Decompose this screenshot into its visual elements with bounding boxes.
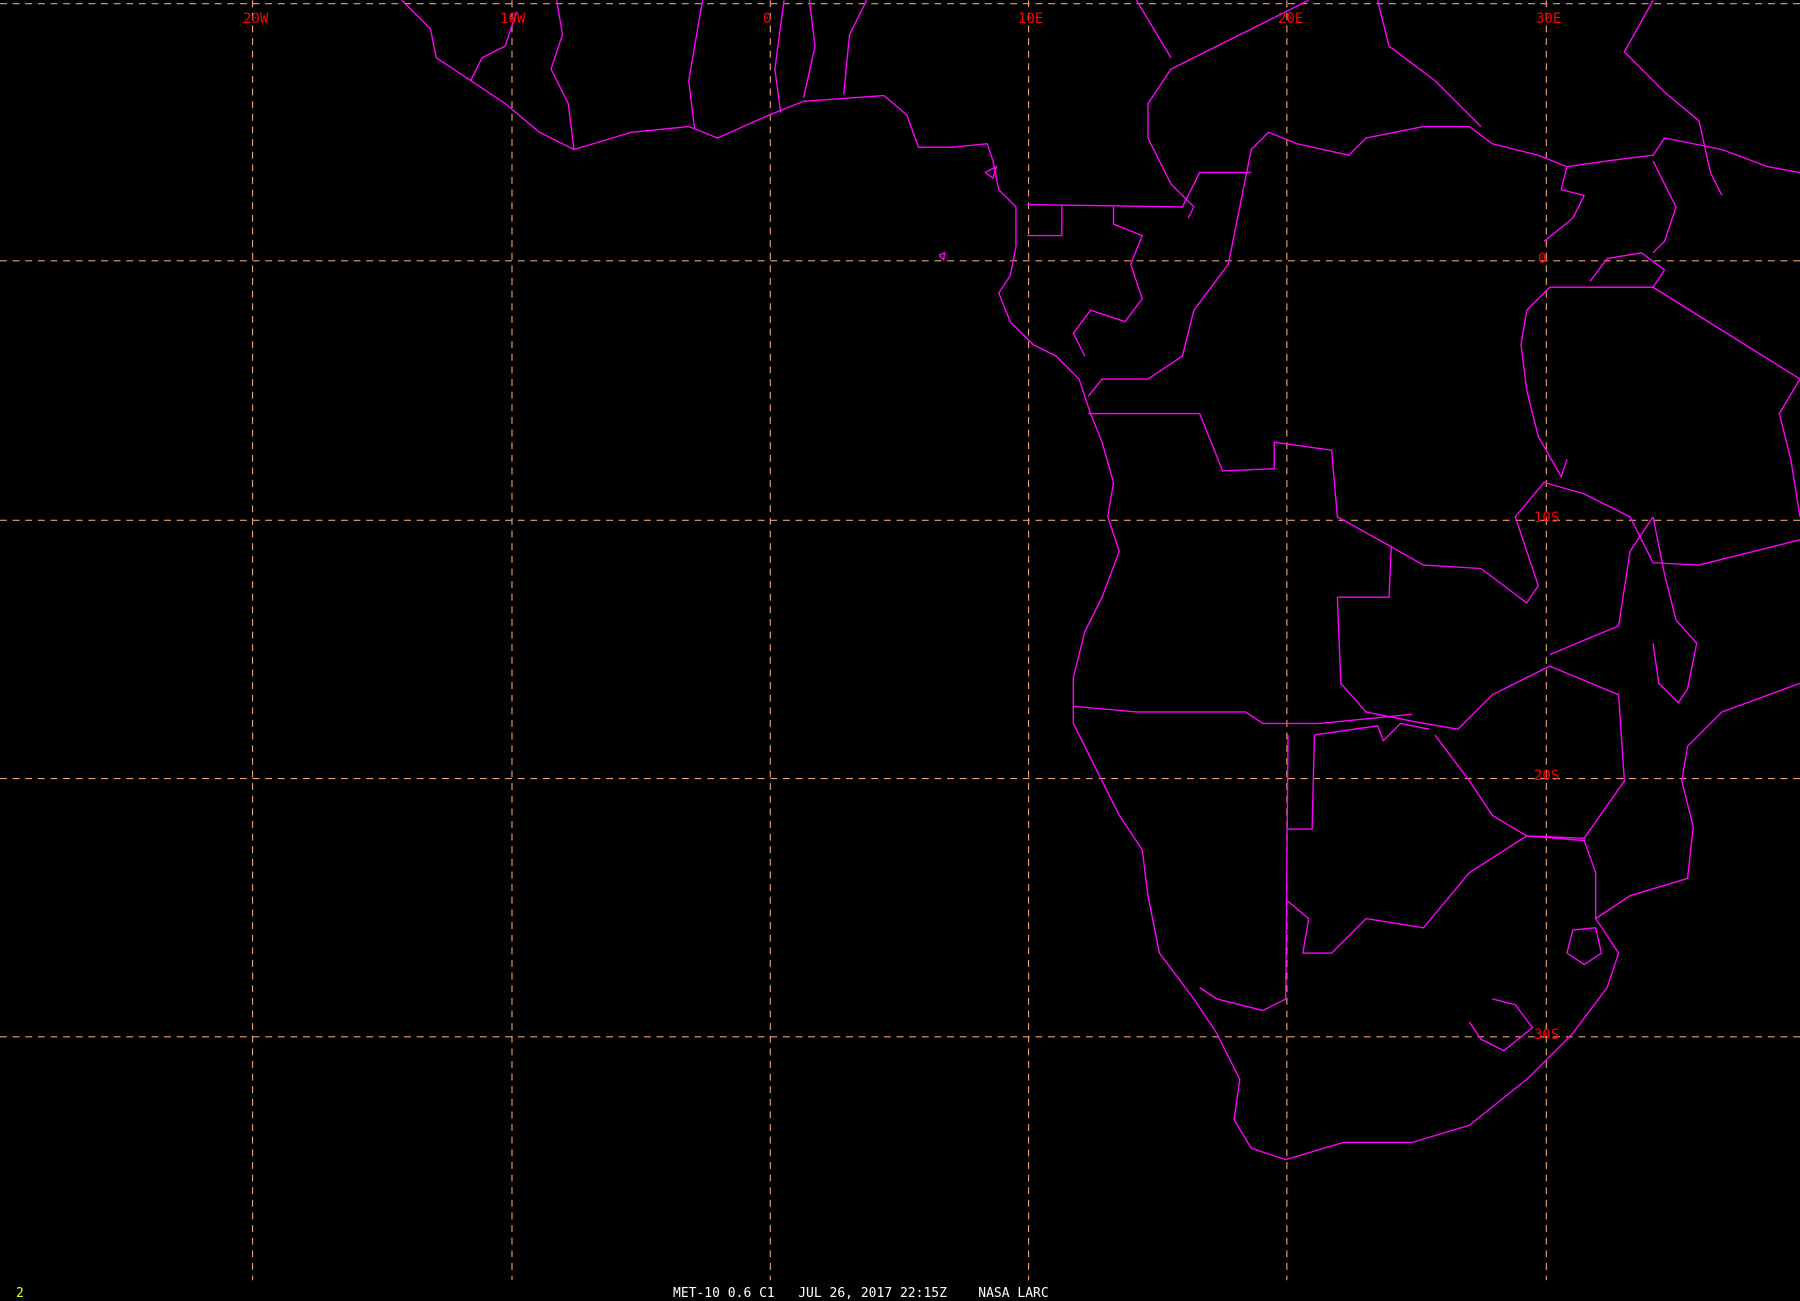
- border: [688, 0, 704, 129]
- border: [1549, 286, 1800, 380]
- border: [1072, 206, 1144, 357]
- border: [1088, 412, 1800, 604]
- lon-label-0: 0: [763, 11, 772, 27]
- border: [1087, 125, 1800, 397]
- lat-label-30s: 30S: [1534, 1027, 1560, 1043]
- border: [1468, 998, 1534, 1052]
- lon-label-20e: 20E: [1278, 11, 1304, 27]
- border: [1199, 734, 1289, 1012]
- border: [1288, 734, 1316, 830]
- border: [470, 11, 518, 81]
- border: [938, 251, 946, 262]
- border: [774, 0, 785, 113]
- lat-label-0: 0: [1538, 251, 1547, 267]
- border: [1652, 516, 1698, 704]
- frame-number: 2: [16, 1286, 24, 1301]
- border: [843, 0, 868, 95]
- border: [1027, 204, 1063, 237]
- lat-label-10s: 10S: [1534, 510, 1560, 526]
- border: [1314, 722, 1430, 742]
- border: [1336, 597, 1626, 839]
- border: [1135, 0, 1172, 59]
- border: [1520, 286, 1568, 479]
- lon-label-10e: 10E: [1018, 11, 1044, 27]
- border: [802, 0, 816, 98]
- border: [1147, 0, 1309, 139]
- lon-label-30e: 30E: [1536, 11, 1562, 27]
- border: [1623, 0, 1723, 196]
- border: [550, 0, 575, 150]
- border: [1027, 171, 1252, 208]
- border: [1073, 705, 1413, 725]
- border: [1589, 252, 1666, 288]
- border: [1147, 137, 1195, 219]
- image-caption: MET-10 0.6 C1 JUL 26, 2017 22:15Z NASA L…: [673, 1286, 1049, 1301]
- border: [1337, 545, 1393, 598]
- border: [1543, 166, 1586, 242]
- lat-label-20s: 20S: [1534, 768, 1560, 784]
- border: [1778, 378, 1800, 517]
- border: [984, 165, 998, 180]
- coastlines: [401, 0, 1800, 1161]
- border: [1652, 160, 1677, 254]
- border: [1566, 927, 1603, 966]
- border: [1376, 0, 1482, 128]
- border: [1549, 516, 1654, 656]
- lon-label-20w: 20W: [243, 11, 269, 27]
- lon-label-10w: 10W: [500, 11, 526, 27]
- border: [1287, 835, 1597, 954]
- africa-west-coast: [401, 0, 1800, 1161]
